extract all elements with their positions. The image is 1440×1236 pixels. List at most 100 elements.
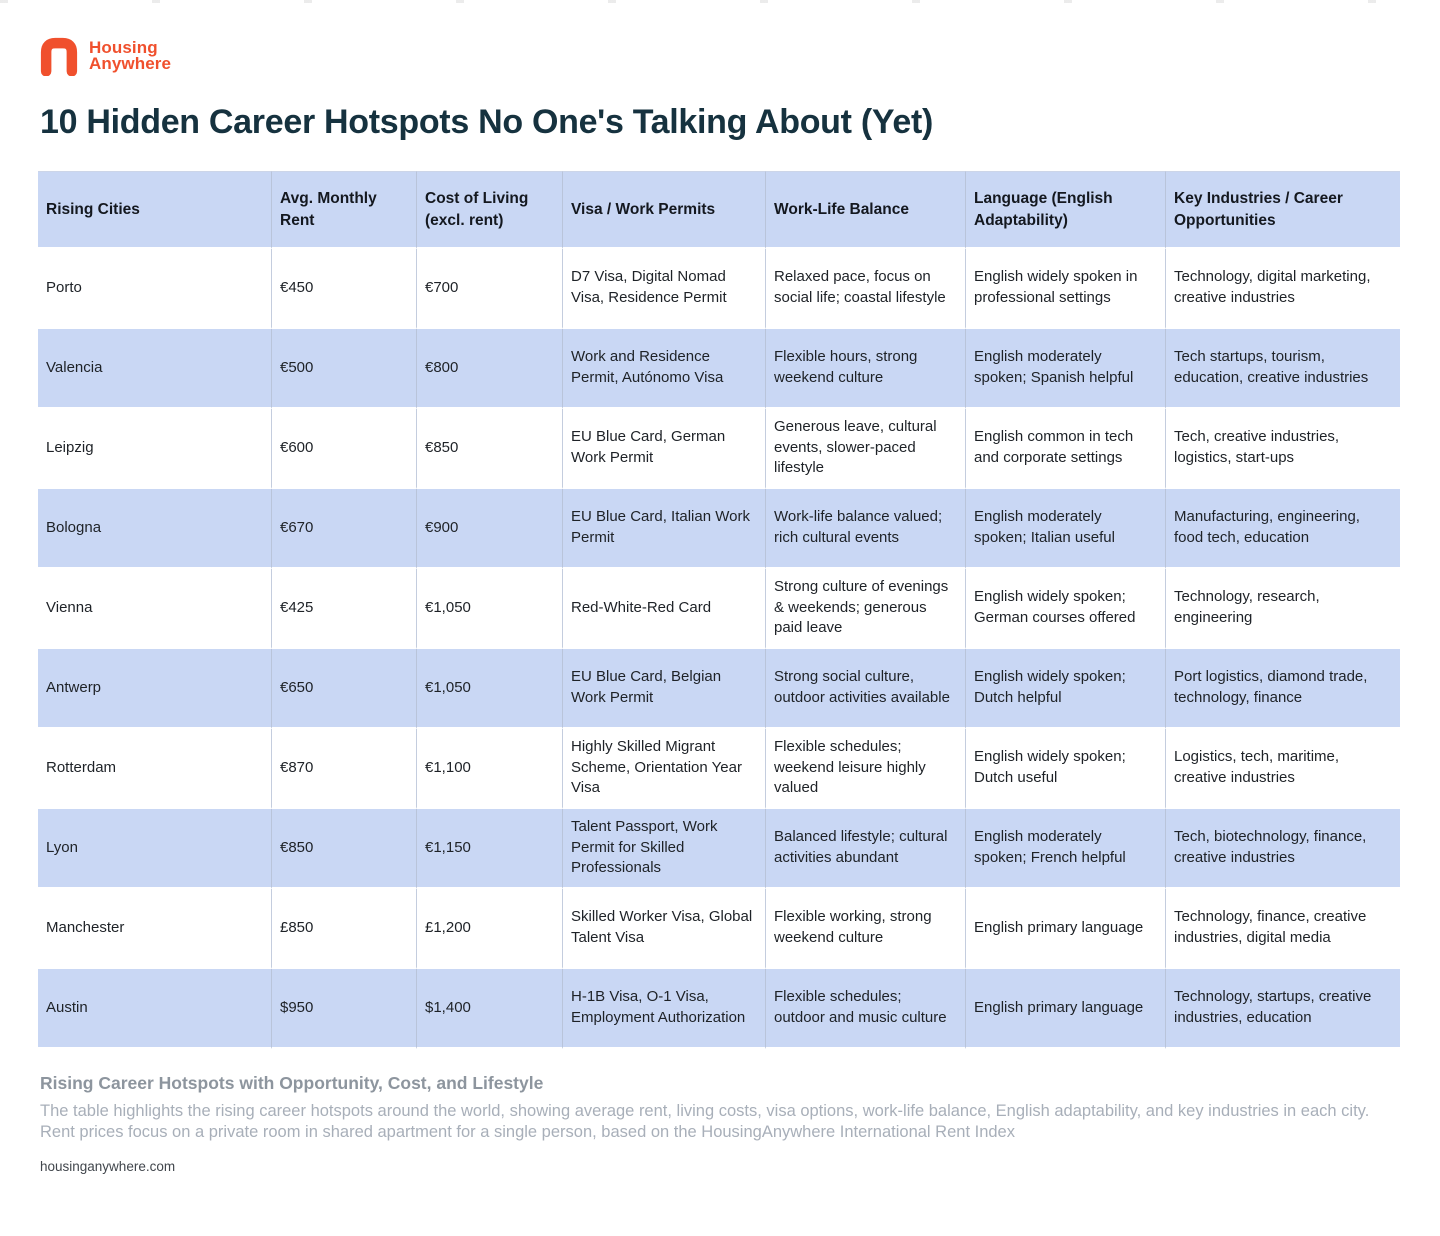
rising-cities-cell: Austin [38,969,272,1049]
key-industries-cell: Logistics, tech, maritime, creative indu… [1166,729,1400,809]
rising-cities-cell: Manchester [38,889,272,969]
work-life-balance-cell: Flexible working, strong weekend culture [766,889,966,969]
language-adaptability-cell: English primary language [966,889,1166,969]
language-adaptability-cell: English widely spoken; German courses of… [966,569,1166,649]
table-row-rotterdam: Rotterdam €870 €1,100 Highly Skilled Migran… [38,729,1400,809]
cost-of-living-cell: €800 [417,329,563,409]
table-caption: Rising Career Hotspots with Opportunity,… [38,1073,1402,1174]
language-adaptability-cell: English moderately spoken; Italian usefu… [966,489,1166,569]
cost-of-living-cell: €1,050 [417,569,563,649]
visa-work-permits-cell: Red-White-Red Card [563,569,766,649]
column-header-language-adaptability: Language (English Adaptability) [966,171,1166,249]
key-industries-cell: Technology, digital marketing, creative … [1166,249,1400,329]
key-industries-cell: Technology, startups, creative industrie… [1166,969,1400,1049]
table-row-lyon: Lyon €850 €1,150 Talent Passport, Work Perm… [38,809,1400,889]
cost-of-living-cell: €1,150 [417,809,563,889]
rising-cities-cell: Porto [38,249,272,329]
rising-cities-cell: Vienna [38,569,272,649]
visa-work-permits-cell: EU Blue Card, Belgian Work Permit [563,649,766,729]
logo-text-line2: Anywhere [89,54,172,73]
language-adaptability-cell: English widely spoken; Dutch helpful [966,649,1166,729]
language-adaptability-cell: English moderately spoken; French helpfu… [966,809,1166,889]
visa-work-permits-cell: Work and Residence Permit, Autónomo Visa [563,329,766,409]
table-row-bologna: Bologna €670 €900 EU Blue Card, Italian Wor… [38,489,1400,569]
cost-of-living-cell: €1,100 [417,729,563,809]
work-life-balance-cell: Strong culture of evenings & weekends; g… [766,569,966,649]
work-life-balance-cell: Balanced lifestyle; cultural activities … [766,809,966,889]
logo-text-line1: Housing [89,37,158,57]
cost-of-living-cell: €700 [417,249,563,329]
cost-of-living-cell: $1,400 [417,969,563,1049]
housinganywhere-logo: Housing Anywhere [38,0,1402,76]
source-text: housinganywhere.com [40,1158,176,1174]
table-row-porto: Porto €450 €700 D7 Visa, Digital Nomad Visa… [38,249,1400,329]
avg-monthly-rent-cell: €850 [272,809,417,889]
cost-of-living-cell: €1,050 [417,649,563,729]
work-life-balance-cell: Relaxed pace, focus on social life; coas… [766,249,966,329]
language-adaptability-cell: English common in tech and corporate set… [966,409,1166,489]
table-row-leipzig: Leipzig €600 €850 EU Blue Card, German Work… [38,409,1400,489]
rising-cities-cell: Antwerp [38,649,272,729]
rising-cities-cell: Rotterdam [38,729,272,809]
table-row-austin: Austin $950 $1,400 H-1B Visa, O-1 Visa, Emp… [38,969,1400,1049]
column-header-visa-work-permits: Visa / Work Permits [563,171,766,249]
table-row-manchester: Manchester £850 £1,200 Skilled Worker Visa,… [38,889,1400,969]
visa-work-permits-cell: Talent Passport, Work Permit for Skilled… [563,809,766,889]
key-industries-cell: Port logistics, diamond trade, technolog… [1166,649,1400,729]
rising-cities-cell: Bologna [38,489,272,569]
cost-of-living-cell: €900 [417,489,563,569]
page-title: 10 Hidden Career Hotspots No One's Talki… [40,103,934,141]
work-life-balance-cell: Flexible schedules; weekend leisure high… [766,729,966,809]
avg-monthly-rent-cell: €425 [272,569,417,649]
housinganywhere-arch-icon [40,37,78,76]
work-life-balance-cell: Flexible schedules; outdoor and music cu… [766,969,966,1049]
visa-work-permits-cell: Highly Skilled Migrant Scheme, Orientati… [563,729,766,809]
rising-cities-cell: Leipzig [38,409,272,489]
work-life-balance-cell: Work-life balance valued; rich cultural … [766,489,966,569]
column-header-work-life-balance: Work-Life Balance [766,171,966,249]
rising-cities-cell: Lyon [38,809,272,889]
language-adaptability-cell: English moderately spoken; Spanish helpf… [966,329,1166,409]
language-adaptability-cell: English primary language [966,969,1166,1049]
avg-monthly-rent-cell: £850 [272,889,417,969]
visa-work-permits-cell: EU Blue Card, German Work Permit [563,409,766,489]
avg-monthly-rent-cell: €670 [272,489,417,569]
visa-work-permits-cell: D7 Visa, Digital Nomad Visa, Residence P… [563,249,766,329]
avg-monthly-rent-cell: €450 [272,249,417,329]
cost-of-living-cell: €850 [417,409,563,489]
work-life-balance-cell: Generous leave, cultural events, slower-… [766,409,966,489]
top-edge-ticks [0,0,1440,3]
table-row-antwerp: Antwerp €650 €1,050 EU Blue Card, Belgian W… [38,649,1400,729]
work-life-balance-cell: Strong social culture, outdoor activitie… [766,649,966,729]
avg-monthly-rent-cell: €600 [272,409,417,489]
column-header-cost-of-living: Cost of Living (excl. rent) [417,171,563,249]
caption-title: Rising Career Hotspots with Opportunity,… [40,1073,544,1093]
key-industries-cell: Tech, biotechnology, finance, creative i… [1166,809,1400,889]
avg-monthly-rent-cell: $950 [272,969,417,1049]
column-header-key-industries: Key Industries / Career Opportunities [1166,171,1400,249]
key-industries-cell: Tech startups, tourism, education, creat… [1166,329,1400,409]
avg-monthly-rent-cell: €500 [272,329,417,409]
column-header-rising-cities: Rising Cities [38,171,272,249]
header-row: Rising Cities Avg. Monthly Rent Cost of Li… [38,171,1400,249]
logo-wordmark: Housing Anywhere [89,37,172,73]
column-header-avg-monthly-rent: Avg. Monthly Rent [272,171,417,249]
key-industries-cell: Technology, research, engineering [1166,569,1400,649]
table-row-valencia: Valencia €500 €800 Work and Residence Permi… [38,329,1400,409]
caption-body: The table highlights the rising career h… [40,1102,1370,1142]
key-industries-cell: Manufacturing, engineering, food tech, e… [1166,489,1400,569]
header: Housing Anywhere 10 Hidden Career Hotspo… [38,0,1402,142]
work-life-balance-cell: Flexible hours, strong weekend culture [766,329,966,409]
key-industries-cell: Tech, creative industries, logistics, st… [1166,409,1400,489]
key-industries-cell: Technology, finance, creative industries… [1166,889,1400,969]
visa-work-permits-cell: EU Blue Card, Italian Work Permit [563,489,766,569]
avg-monthly-rent-cell: €870 [272,729,417,809]
table-row-vienna: Vienna €425 €1,050 Red-White-Red Card Strong… [38,569,1400,649]
avg-monthly-rent-cell: €650 [272,649,417,729]
language-adaptability-cell: English widely spoken in professional se… [966,249,1166,329]
cost-of-living-cell: £1,200 [417,889,563,969]
rising-cities-cell: Valencia [38,329,272,409]
visa-work-permits-cell: Skilled Worker Visa, Global Talent Visa [563,889,766,969]
hotspots-table: Rising Cities Avg. Monthly Rent Cost of Li… [38,171,1400,1049]
